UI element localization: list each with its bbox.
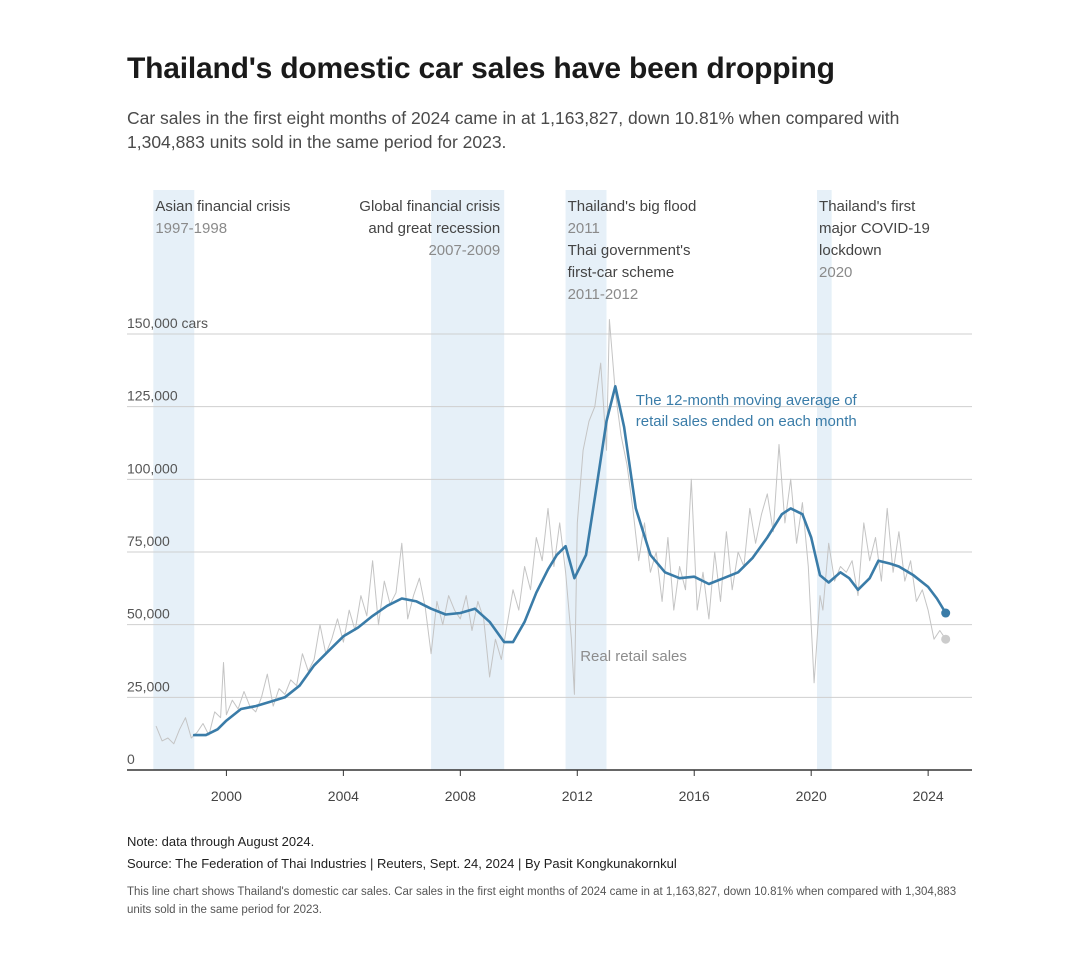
gridlines [127, 333, 972, 698]
y-tick-label: 50,000 [127, 606, 170, 622]
shaded-period-2 [565, 190, 607, 770]
moving-average-label: The 12-month moving average of [636, 392, 858, 409]
chart-title: Thailand's domestic car sales have been … [127, 52, 835, 85]
event-title: Thailand's first [819, 198, 916, 215]
event-annotations: Asian financial crisis 1997-1998 Global fi… [155, 198, 930, 303]
x-tick-label: 2000 [211, 788, 242, 804]
shaded-period-0 [153, 190, 195, 770]
event-title: and great recession [368, 220, 500, 237]
moving-average-end-point [941, 608, 951, 618]
event-title: Thailand's big flood [568, 198, 697, 215]
x-tick-label: 2024 [913, 788, 944, 804]
x-tick-label: 2020 [796, 788, 827, 804]
moving-average-label: retail sales ended on each month [636, 413, 857, 430]
event-title: major COVID-19 [819, 220, 930, 237]
y-tick-label: 150,000 cars [127, 315, 208, 331]
x-tick-label: 2008 [445, 788, 476, 804]
series [155, 319, 951, 745]
chart-source: Source: The Federation of Thai Industrie… [127, 856, 677, 871]
event-years: 2011-2012 [568, 286, 639, 303]
line-chart: Asian financial crisis 1997-1998 Global fi… [127, 190, 972, 804]
x-tick-label: 2004 [328, 788, 359, 804]
event-years: 2007-2009 [428, 242, 500, 259]
event-years: 1997-1998 [155, 220, 227, 237]
shaded-period-1 [431, 190, 505, 770]
event-title: lockdown [819, 242, 882, 259]
x-tick-label: 2012 [562, 788, 593, 804]
y-tick-label: 100,000 [127, 460, 178, 476]
y-tick-label: 125,000 [127, 388, 178, 404]
retail-sales-label: Real retail sales [580, 648, 687, 665]
y-tick-label: 25,000 [127, 678, 170, 694]
event-title: first-car scheme [568, 264, 675, 281]
x-tick-label: 2016 [679, 788, 710, 804]
event-years: 2020 [819, 264, 852, 281]
chart-description: This line chart shows Thailand's domesti… [127, 886, 957, 916]
shaded-periods [153, 190, 832, 770]
y-tick-label: 0 [127, 751, 135, 767]
series-labels: The 12-month moving average of retail sal… [580, 392, 857, 665]
chart-subtitle: Car sales in the first eight months of 2… [127, 108, 900, 152]
retail-sales-end-point [941, 634, 951, 644]
moving-average-line [192, 384, 948, 737]
chart-note: Note: data through August 2024. [127, 834, 315, 849]
event-years: 2011 [568, 220, 600, 237]
event-title: Global financial crisis [359, 198, 500, 215]
x-axis-ticks: 2000 2004 2008 2012 2016 2020 2024 [211, 770, 944, 804]
event-title: Asian financial crisis [155, 198, 290, 215]
y-tick-label: 75,000 [127, 533, 170, 549]
event-title: Thai government's [568, 242, 691, 259]
retail-sales-line [155, 319, 947, 745]
y-axis-labels: 0 25,000 50,000 75,000 100,000 125,000 150,000… [127, 315, 208, 767]
